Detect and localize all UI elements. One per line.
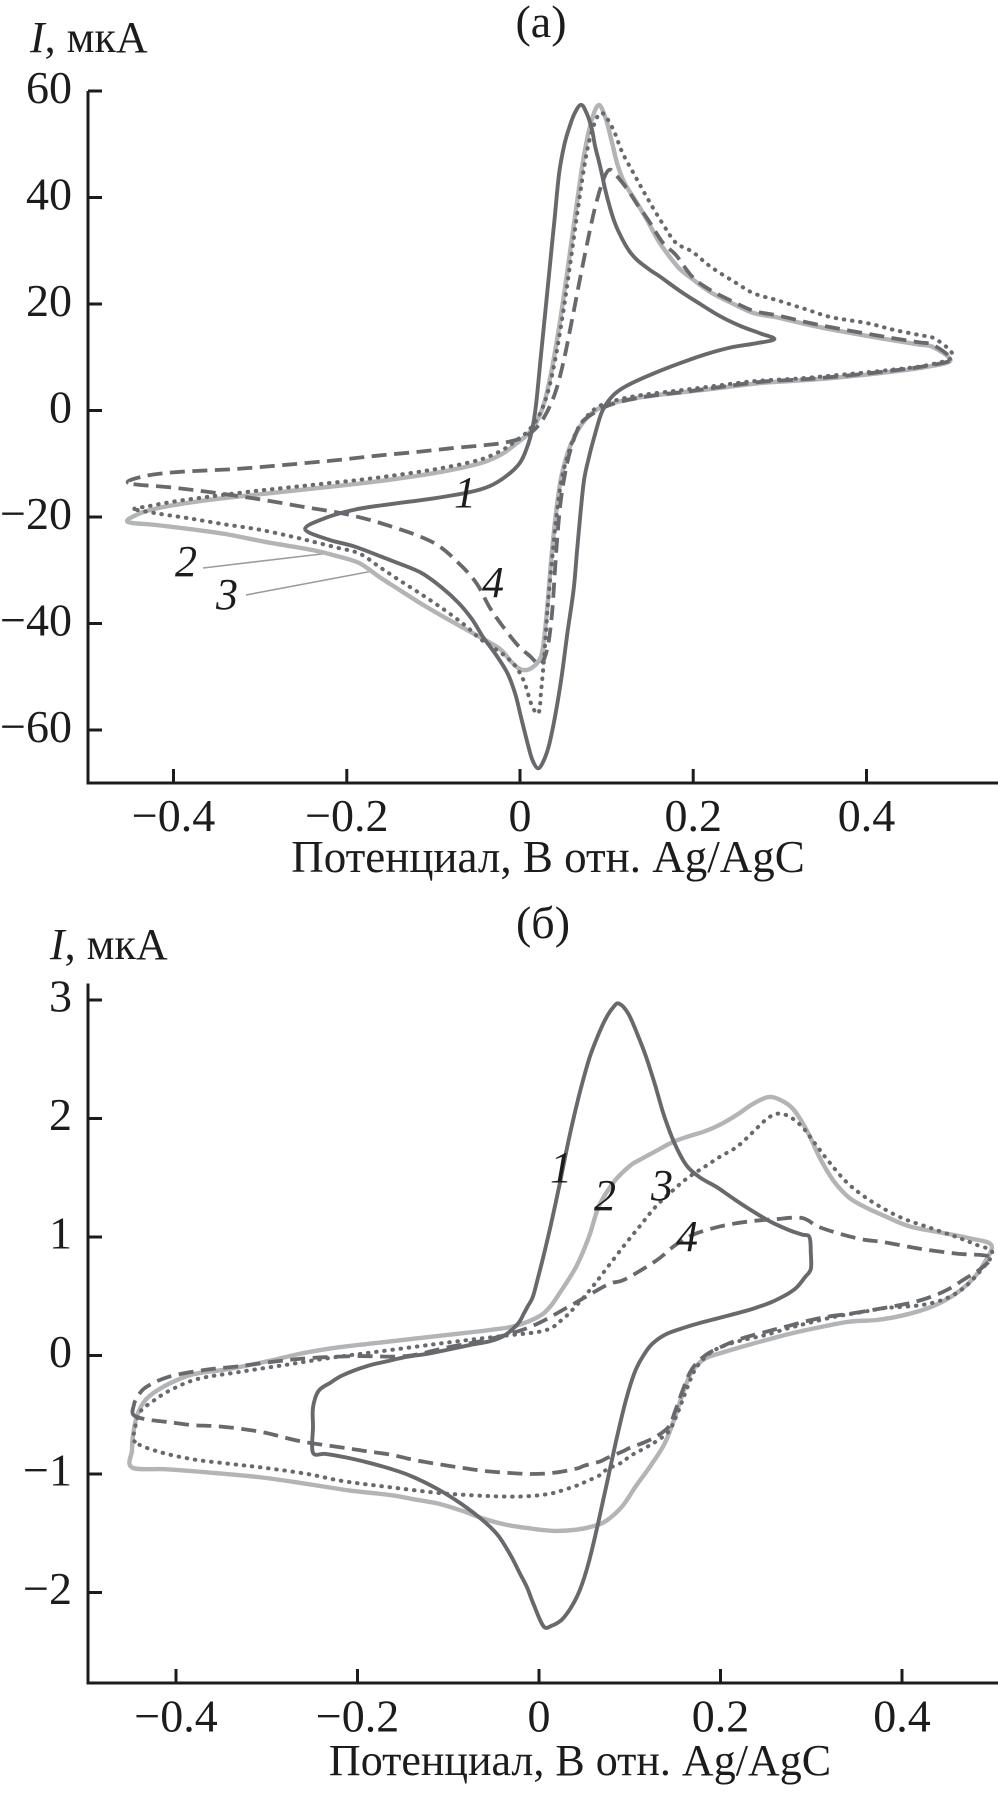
svg-text:20: 20 xyxy=(26,275,72,326)
svg-text:0: 0 xyxy=(49,382,72,433)
svg-text:−60: −60 xyxy=(0,701,72,752)
svg-text:0: 0 xyxy=(49,1326,72,1377)
svg-text:0.4: 0.4 xyxy=(873,1691,931,1742)
svg-text:0: 0 xyxy=(509,790,532,841)
svg-text:0.4: 0.4 xyxy=(838,790,896,841)
svg-text:Потенциал, В отн. Ag/AgC: Потенциал, В отн. Ag/AgC xyxy=(291,832,805,882)
svg-text:Потенциал, В отн. Ag/AgC: Потенциал, В отн. Ag/AgC xyxy=(329,1736,831,1785)
svg-text:−0.2: −0.2 xyxy=(316,1691,399,1742)
svg-text:−2: −2 xyxy=(23,1563,72,1614)
svg-text:3: 3 xyxy=(49,971,72,1022)
svg-text:−0.4: −0.4 xyxy=(132,790,215,841)
svg-text:40: 40 xyxy=(26,169,72,220)
svg-text:3: 3 xyxy=(650,1161,673,1210)
svg-text:2: 2 xyxy=(49,1089,72,1140)
svg-text:2: 2 xyxy=(594,1171,616,1220)
svg-text:4: 4 xyxy=(676,1212,698,1261)
svg-text:0.2: 0.2 xyxy=(664,790,722,841)
svg-text:1: 1 xyxy=(49,1208,72,1259)
svg-text:−40: −40 xyxy=(0,595,72,646)
svg-text:I, мкА: I, мкА xyxy=(49,920,168,969)
svg-text:−20: −20 xyxy=(0,488,72,539)
svg-text:1: 1 xyxy=(550,1143,572,1192)
svg-text:−1: −1 xyxy=(23,1445,72,1496)
svg-text:0: 0 xyxy=(528,1691,551,1742)
svg-text:I, мкА: I, мкА xyxy=(29,13,148,62)
svg-text:3: 3 xyxy=(215,570,238,619)
svg-text:(а): (а) xyxy=(515,0,566,47)
svg-text:0.2: 0.2 xyxy=(692,1691,750,1742)
svg-text:4: 4 xyxy=(482,558,504,607)
svg-text:(б): (б) xyxy=(516,897,570,948)
svg-text:2: 2 xyxy=(175,537,197,586)
svg-text:−0.4: −0.4 xyxy=(134,1691,217,1742)
svg-text:1: 1 xyxy=(454,468,476,517)
svg-text:60: 60 xyxy=(26,62,72,113)
svg-text:−0.2: −0.2 xyxy=(305,790,388,841)
